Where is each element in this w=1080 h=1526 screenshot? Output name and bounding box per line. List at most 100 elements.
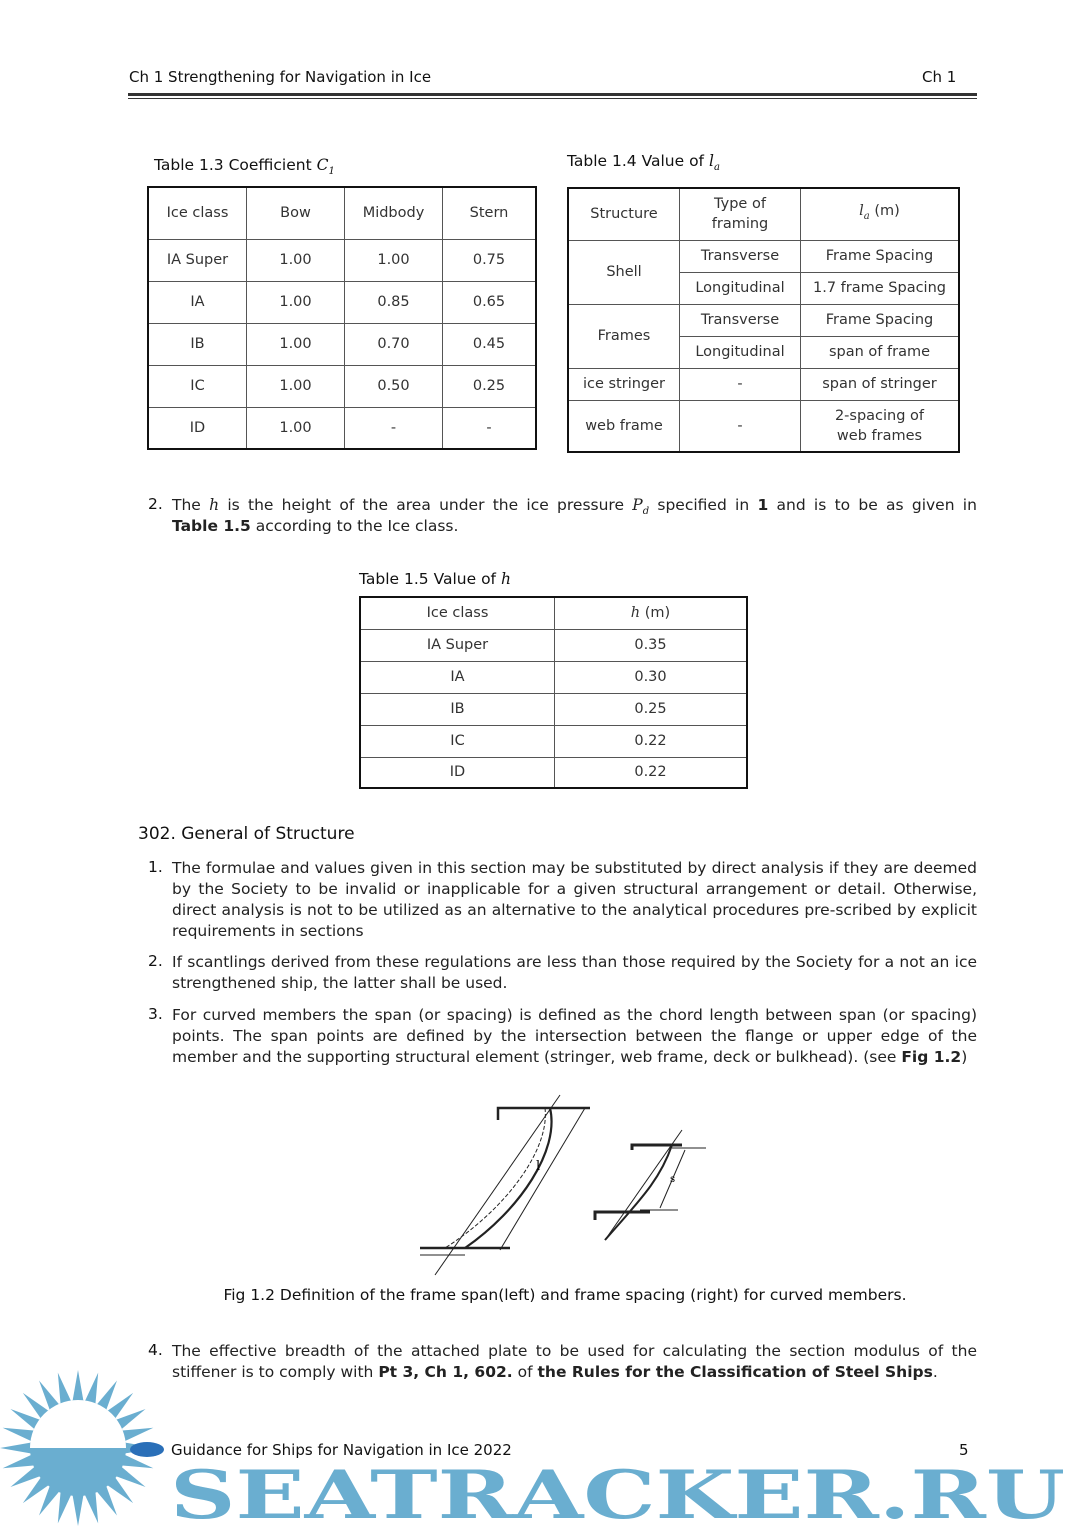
table-1-3: Ice class Bow Midbody Stern IA Super 1.00… [147, 186, 537, 450]
sun-ray [57, 1372, 73, 1407]
table-row: ID 1.00- - [147, 406, 537, 450]
spacing-label: s [670, 1174, 675, 1185]
figure-link[interactable]: Fig 1.2 [901, 1048, 962, 1066]
table-1-4: Structure Type of framing la (m) Shell Tr… [567, 187, 960, 453]
header-cell: Structure [567, 187, 680, 241]
table-row: ID 0.22 [359, 756, 748, 789]
header-cell: la (m) [800, 187, 960, 241]
cell: IA [147, 280, 247, 324]
sun-ray [22, 1392, 51, 1421]
item-1-text: The formulae and values given in this se… [172, 859, 977, 940]
cell: 2-spacing of web frames [800, 399, 960, 453]
sun-ray [119, 1427, 154, 1443]
cell: 0.65 [442, 280, 537, 324]
header-cell: Midbody [344, 186, 443, 240]
sun-ray [72, 1492, 84, 1526]
cell: IA Super [147, 238, 247, 282]
cell: 1.7 frame Spacing [800, 271, 960, 305]
sun-ray [105, 1475, 134, 1504]
cell: 1.00 [246, 364, 345, 408]
cell: IB [147, 322, 247, 366]
cell: 0.75 [442, 238, 537, 282]
cell: ID [359, 756, 555, 789]
sun-ray [10, 1409, 43, 1431]
sunburst-watermark-icon [0, 1370, 156, 1526]
header-cell: h (m) [554, 596, 748, 630]
cell: IA [359, 660, 555, 694]
cell: 1.00 [246, 238, 345, 282]
cell: span of stringer [800, 367, 960, 401]
sun-ray [2, 1427, 37, 1443]
cell: - [344, 406, 443, 450]
cell: 0.25 [442, 364, 537, 408]
item-number: 1. [148, 858, 163, 876]
sun-ray [57, 1489, 73, 1524]
cell: 0.45 [442, 322, 537, 366]
item-number: 4. [148, 1341, 163, 1359]
table-row: Shell Transverse Frame Spacing [567, 239, 960, 305]
cell: ice stringer [567, 367, 680, 401]
sun-ray [113, 1409, 146, 1431]
table-link[interactable]: Table 1.5 [172, 517, 251, 535]
frame-curve-dashed [444, 1107, 546, 1249]
cell: Transverse [679, 303, 801, 337]
running-header-title: Ch 1 Strengthening for Navigation in Ice [129, 68, 432, 86]
sun-ray [113, 1465, 146, 1487]
cell: 1.00 [246, 322, 345, 366]
sun-ray [105, 1392, 134, 1421]
sun-ray [83, 1372, 99, 1407]
table-row: Longitudinal span of frame [568, 335, 960, 369]
table-1-3-caption: Table 1.3 Coefficient C1 [154, 156, 335, 178]
frame-curve [464, 1107, 553, 1249]
kr-logo [130, 1442, 164, 1457]
cell: web frame [567, 399, 680, 453]
cell: IC [359, 724, 555, 758]
cell: Frame Spacing [800, 239, 960, 273]
table-row: IB 1.00 0.70 0.45 [147, 322, 537, 366]
paragraph-2-cont: Table 1.5 according to the Ice class. [172, 517, 459, 535]
cell: IC [147, 364, 247, 408]
watermark-logo: SEATRACKER.RU [170, 1464, 1065, 1524]
frame-span-figure: l s [420, 1094, 706, 1276]
cell: 0.22 [554, 756, 748, 789]
item-number: 2. [148, 952, 163, 970]
cell: 0.50 [344, 364, 443, 408]
cell: 1.00 [344, 238, 443, 282]
section-heading: 302. General of Structure [138, 824, 355, 844]
table-row: ice stringer - span of stringer [567, 367, 960, 401]
footer-title: Guidance for Ships for Navigation in Ice… [171, 1441, 512, 1459]
paragraph-2: The h is the height of the area under th… [172, 496, 977, 518]
item-number: 2. [148, 495, 163, 513]
cell: 0.70 [344, 322, 443, 366]
sun-ray [95, 1380, 117, 1413]
table-row: Longitudinal 1.7 frame Spacing [568, 271, 960, 305]
sun-ray [0, 1442, 34, 1454]
cell: 0.25 [554, 692, 748, 726]
table-row: IB 0.25 [359, 692, 748, 726]
table-1-4-caption: Table 1.4 Value of la [567, 152, 720, 174]
table-header-row: Ice class h (m) [359, 596, 748, 630]
header-cell: Bow [246, 186, 345, 240]
sun-ray [22, 1475, 51, 1504]
table-row: IA 1.00 0.85 0.65 [147, 280, 537, 324]
table-row: IC 1.00 0.50 0.25 [147, 364, 537, 408]
upper-flange [496, 1106, 590, 1120]
page-number: 5 [959, 1441, 969, 1459]
item-number: 3. [148, 1005, 163, 1023]
curved-frame-right [604, 1144, 673, 1241]
cell: - [679, 399, 801, 453]
upper-stiffener [630, 1143, 682, 1150]
cell: span of frame [800, 335, 960, 369]
cell: 0.22 [554, 724, 748, 758]
running-header-chapter: Ch 1 [922, 68, 957, 86]
table-1-5-caption: Table 1.5 Value of h [359, 570, 511, 588]
sun-ray [119, 1453, 154, 1469]
sun-ray [72, 1370, 84, 1404]
cell: IA Super [359, 628, 555, 662]
cell: 1.00 [246, 280, 345, 324]
cell: - [679, 367, 801, 401]
header-cell: Ice class [147, 186, 247, 240]
figure-caption: Fig 1.2 Definition of the frame span(lef… [223, 1286, 907, 1304]
spacing-dimension [640, 1147, 706, 1211]
table-row: IA Super 1.00 1.00 0.75 [147, 238, 537, 282]
